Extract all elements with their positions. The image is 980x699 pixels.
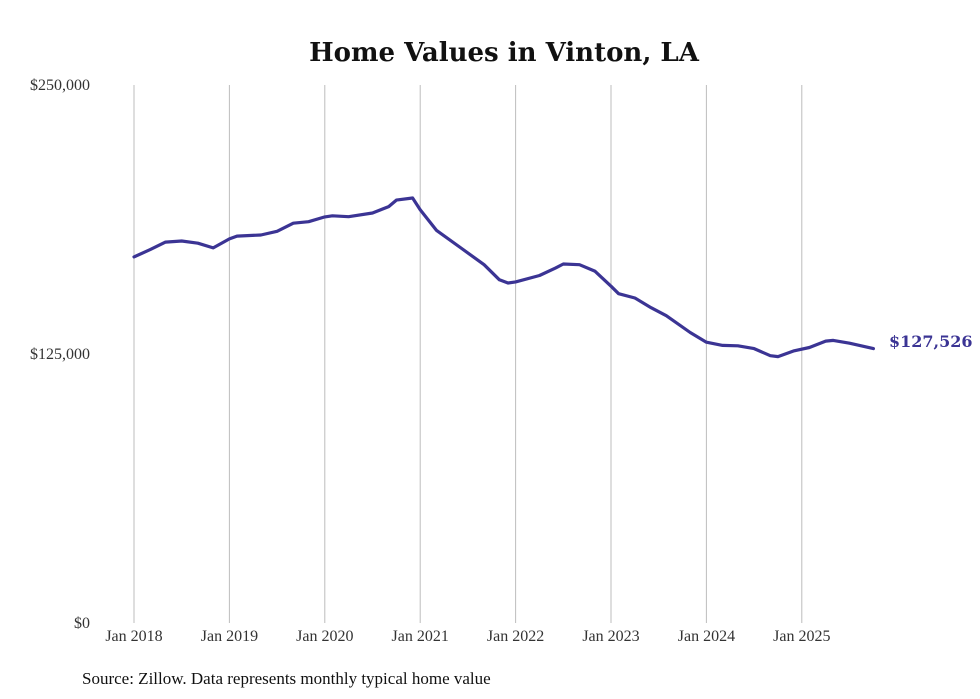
x-axis: Jan 2018 Jan 2019 Jan 2020 Jan 2021 Jan 2022… <box>105 628 830 645</box>
y-tick-label: $125,000 <box>30 346 90 363</box>
gridlines <box>133 85 803 623</box>
x-tick-label: Jan 2020 <box>296 628 353 645</box>
x-tick-label: Jan 2021 <box>392 628 449 645</box>
x-tick-label: Jan 2018 <box>105 628 162 645</box>
x-tick-label: Jan 2023 <box>582 628 639 645</box>
end-value-label: $127,526 <box>889 332 973 351</box>
x-tick-label: Jan 2024 <box>678 628 735 645</box>
source-note: Source: Zillow. Data represents monthly … <box>82 669 491 688</box>
x-tick-label: Jan 2019 <box>201 628 258 645</box>
x-tick-label: Jan 2022 <box>487 628 544 645</box>
series-line <box>132 196 875 359</box>
chart-title: Home Values in Vinton, LA <box>309 38 700 68</box>
y-axis: $0 $125,000 $250,000 <box>30 77 90 632</box>
x-tick-label: Jan 2025 <box>773 628 830 645</box>
y-tick-label: $0 <box>74 615 90 632</box>
y-tick-label: $250,000 <box>30 77 90 94</box>
